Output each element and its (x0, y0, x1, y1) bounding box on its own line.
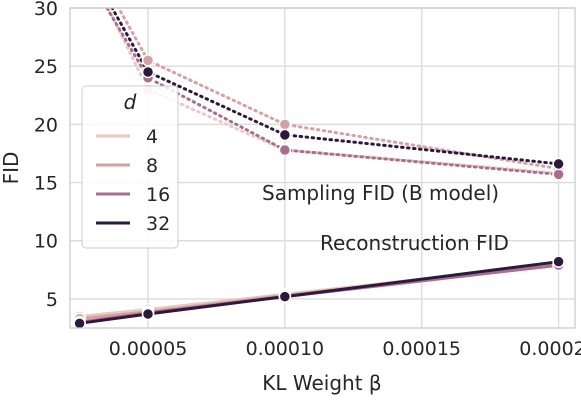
data-point-sampling-d16 (278, 143, 292, 157)
annotation-sampling-fid: Sampling FID (B model) (262, 181, 499, 205)
x-tick-label: 0.00005 (109, 338, 188, 360)
legend-label-d16: 16 (146, 184, 170, 206)
series-line-reconstruction-d32 (78, 260, 561, 325)
legend-label-d32: 32 (146, 213, 170, 235)
data-point-reconstruction-d32 (552, 255, 565, 268)
tick-labels: 0.00005 0.00010 0.00015 0.00020 5 10 15 20 25 30 (34, 0, 581, 360)
series-line-sampling-d8 (116, 8, 561, 171)
data-point-sampling-d8 (278, 118, 292, 131)
x-tick-label: 0.00010 (246, 338, 325, 360)
data-point-sampling-d8 (141, 54, 155, 67)
series-line-sampling-d32 (110, 8, 561, 166)
legend-box (81, 85, 179, 249)
plot-frame (69, 7, 576, 329)
y-tick-label: 25 (34, 56, 58, 78)
data-point-reconstruction-d32 (73, 317, 86, 328)
y-tick-label: 15 (34, 173, 58, 195)
data-point-reconstruction-d32 (278, 290, 292, 303)
legend-title: d (124, 90, 137, 114)
data-point-sampling-d32 (141, 65, 155, 79)
series-lines (78, 8, 561, 325)
series-line-sampling-d16 (105, 8, 561, 176)
y-tick-label: 5 (46, 289, 58, 311)
data-point-sampling-d32 (552, 157, 565, 171)
x-tick-label: 0.00015 (382, 338, 461, 360)
legend-label-d4: 4 (146, 126, 158, 148)
annotation-reconstruction-fid: Reconstruction FID (320, 231, 509, 255)
legend-label-d8: 8 (146, 155, 158, 177)
data-point-sampling-d16 (552, 168, 565, 181)
legend: d 4 8 16 32 (81, 85, 179, 249)
y-axis-label: FID (0, 152, 23, 185)
data-point-reconstruction-d32 (141, 307, 155, 321)
y-tick-label: 20 (34, 114, 58, 136)
data-point-sampling-d32 (278, 128, 292, 142)
y-tick-label: 10 (34, 231, 58, 253)
x-tick-label: 0.00020 (519, 338, 581, 360)
x-axis-label: KL Weight β (262, 371, 381, 395)
y-tick-label: 30 (34, 0, 58, 20)
